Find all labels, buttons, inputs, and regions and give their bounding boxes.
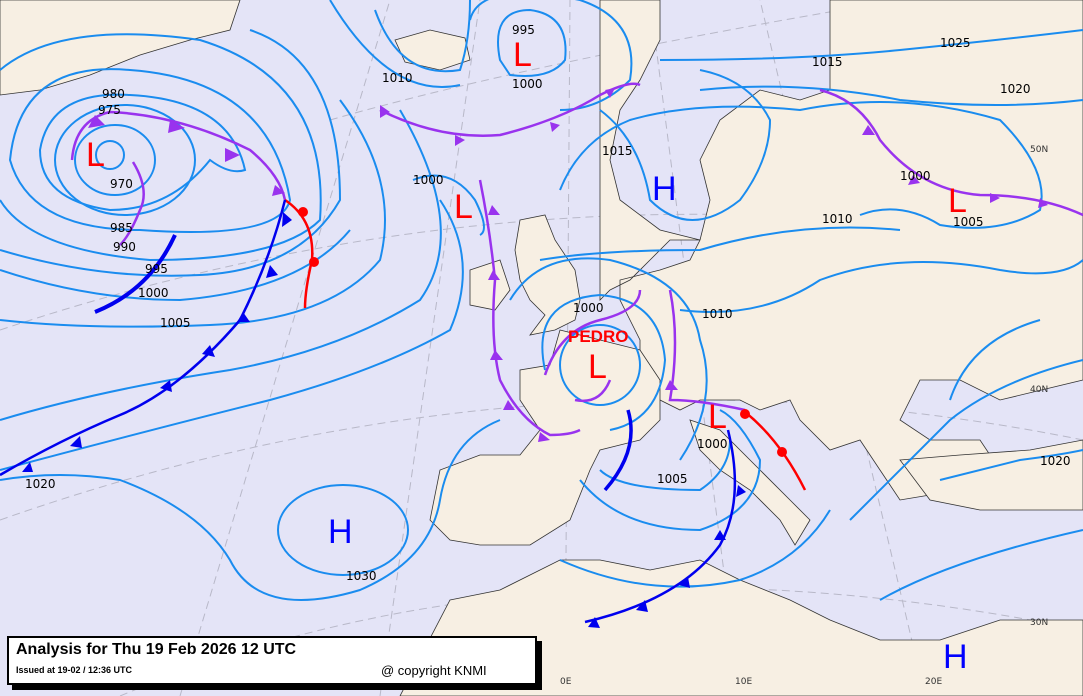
occluded-front: [819, 88, 1083, 217]
isobar-label: 995: [145, 262, 168, 276]
cold-front: [0, 199, 287, 477]
high-pressure-center: H: [328, 513, 353, 551]
isobar-label: 990: [113, 240, 136, 254]
grid-label: 30N: [1030, 618, 1048, 628]
isobar-label: 975: [98, 103, 121, 117]
occluded-front: [478, 179, 581, 437]
high-pressure-center: H: [652, 170, 677, 208]
high-pressure-center: H: [943, 638, 968, 676]
isobar-label: 1000: [138, 286, 169, 300]
isobar-label: 980: [102, 87, 125, 101]
cold-front: [603, 409, 633, 492]
occluded-front: [379, 82, 641, 137]
isobar-label: 995: [512, 23, 535, 37]
ireland: [469, 259, 511, 311]
low-pressure-center: L: [588, 348, 607, 386]
isobar-label: 1000: [413, 173, 444, 187]
low-pressure-center: L: [86, 136, 105, 174]
isobar-label: 1005: [953, 215, 984, 229]
occluded-front: [119, 161, 145, 246]
grid-labels: 50N 40N 30N 0E 10E 20E: [560, 145, 1048, 687]
grid-label: 40N: [1030, 385, 1048, 395]
isobar-label: 1020: [1000, 82, 1031, 96]
grid-label: 20E: [925, 677, 942, 687]
occluded-front: [668, 289, 746, 412]
low-pressure-center: L: [454, 188, 473, 226]
isobar-label: 1030: [346, 569, 377, 583]
isobar-label: 1015: [602, 144, 633, 158]
pressure-centers: L L L H L L L H H: [86, 36, 968, 676]
cold-front: [584, 429, 737, 624]
issued-time: Issued at 19-02 / 12:36 UTC: [16, 665, 133, 675]
isobar-label: 970: [110, 177, 133, 191]
grid-label: 50N: [1030, 145, 1048, 155]
low-pressure-center: L: [513, 36, 532, 74]
isobar-labels: 980 975 970 985 990 995 1000 1005 1020 1010 995 100…: [25, 23, 1071, 583]
isobar-label: 1020: [1040, 454, 1071, 468]
analysis-title: Analysis for Thu 19 Feb 2026 12 UTC: [16, 641, 297, 658]
low-pressure-center: L: [708, 398, 727, 436]
isobar-label: 1000: [900, 169, 931, 183]
isobar-label: 1005: [657, 472, 688, 486]
isobar-label: 1015: [812, 55, 843, 69]
italy: [689, 419, 811, 546]
isobar-label: 1020: [25, 477, 56, 491]
legend-box: Analysis for Thu 19 Feb 2026 12 UTC Issu…: [7, 636, 537, 685]
greenland: [0, 0, 241, 96]
occluded-front: [70, 110, 287, 201]
isobar-label: 985: [110, 221, 133, 235]
isobar-label: 1005: [160, 316, 191, 330]
low-pressure-center: L: [948, 182, 967, 220]
occluded-front: [574, 379, 612, 403]
isobar-label: 1000: [512, 77, 543, 91]
isobar-label: 1010: [382, 71, 413, 85]
cold-front: [94, 234, 177, 314]
isobar-label: 1010: [822, 212, 853, 226]
iceland: [394, 29, 471, 71]
isobar-label: 1000: [573, 301, 604, 315]
isobar-label: 1000: [697, 437, 728, 451]
fronts: [0, 82, 1083, 624]
grid-label: 0E: [560, 677, 572, 687]
occluded-front: [543, 289, 642, 376]
africa: [399, 559, 1083, 696]
warm-front: [744, 411, 807, 491]
isobars: [0, 0, 1083, 601]
front-symbols: [22, 88, 1048, 628]
grid-label: 10E: [735, 677, 752, 687]
storm-name-label: PEDRO: [568, 327, 628, 346]
isobar-label: 1025: [940, 36, 971, 50]
copyright: @ copyright KNMI: [381, 663, 487, 678]
isobar-label: 1010: [702, 307, 733, 321]
